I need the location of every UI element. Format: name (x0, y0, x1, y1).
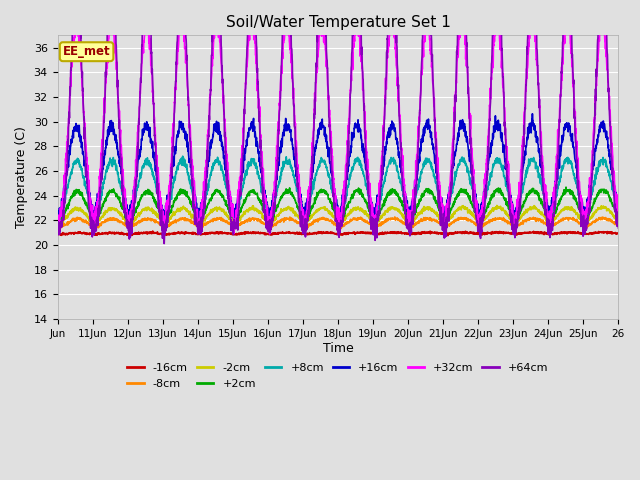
Legend: -16cm, -8cm, -2cm, +2cm, +8cm, +16cm, +32cm, +64cm: -16cm, -8cm, -2cm, +2cm, +8cm, +16cm, +3… (123, 359, 553, 393)
X-axis label: Time: Time (323, 342, 353, 355)
Text: EE_met: EE_met (63, 45, 111, 58)
Title: Soil/Water Temperature Set 1: Soil/Water Temperature Set 1 (225, 15, 451, 30)
Y-axis label: Temperature (C): Temperature (C) (15, 126, 28, 228)
